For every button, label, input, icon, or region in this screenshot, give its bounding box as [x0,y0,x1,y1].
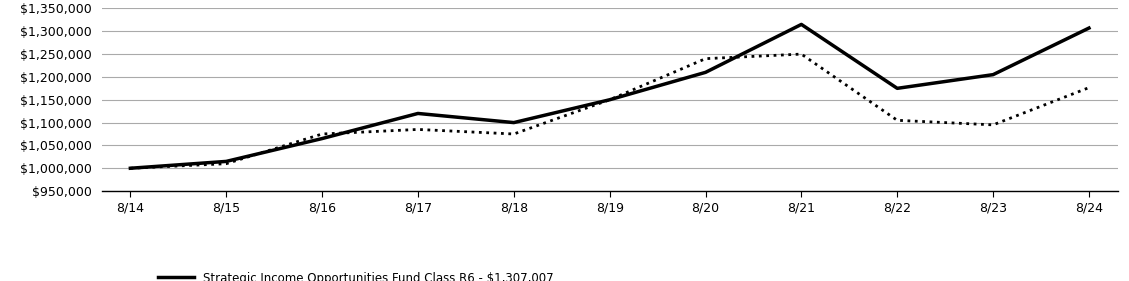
Legend: Strategic Income Opportunities Fund Class R6 - $1,307,007, Bloomberg U.S. Aggreg: Strategic Income Opportunities Fund Clas… [158,272,554,281]
